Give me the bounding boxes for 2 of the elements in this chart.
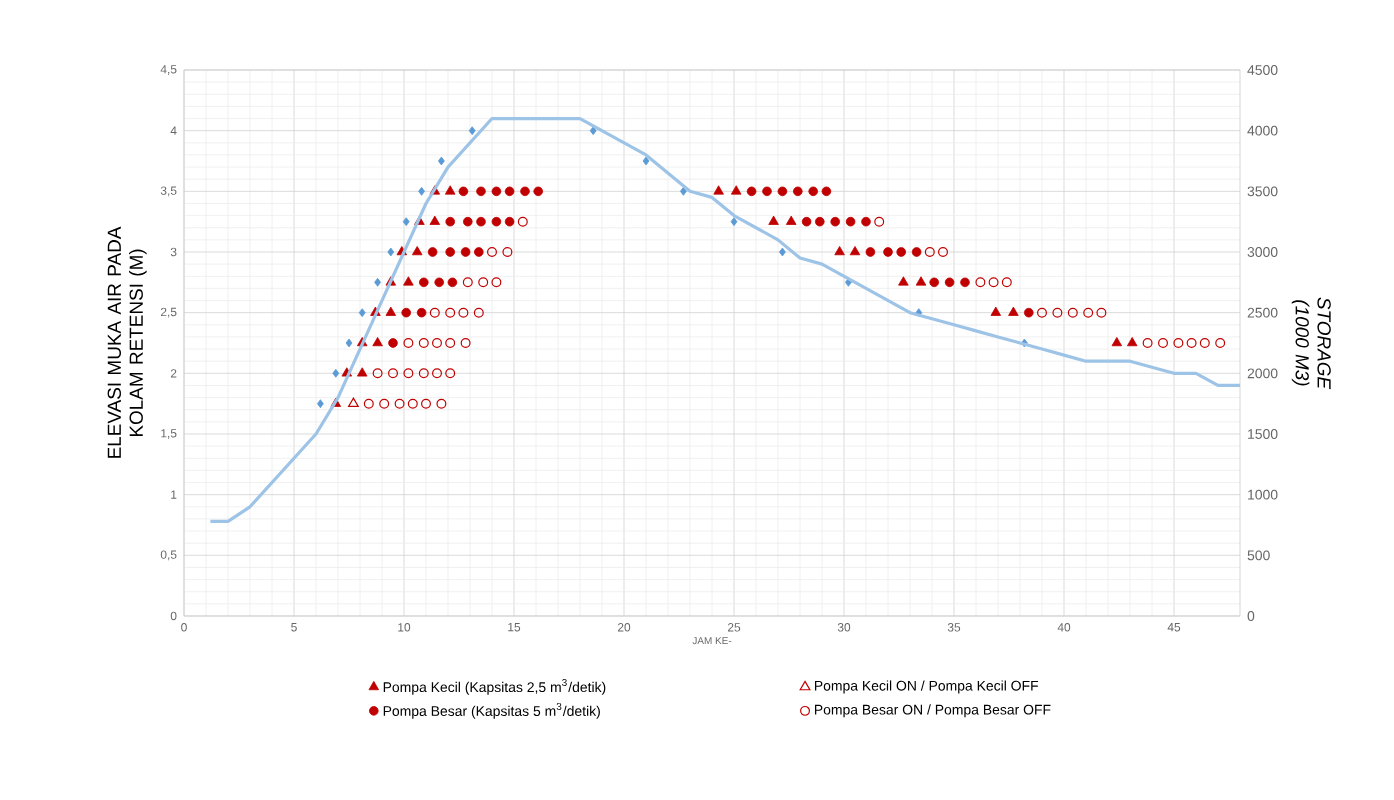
y2-axis-title: STORAGE (1000 M3)	[1291, 297, 1331, 390]
y-axis-title: ELEVASI MUKA AIR PADA KOLAM RETENSI (M)	[107, 226, 147, 458]
